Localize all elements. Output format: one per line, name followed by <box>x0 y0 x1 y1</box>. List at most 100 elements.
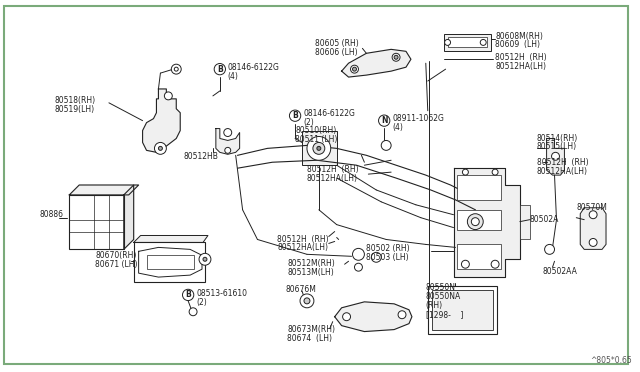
Circle shape <box>467 214 483 230</box>
Bar <box>147 255 194 269</box>
Text: 80512H  (RH): 80512H (RH) <box>307 165 358 174</box>
Text: 80512HA(LH): 80512HA(LH) <box>277 243 328 253</box>
Polygon shape <box>454 168 520 277</box>
Text: 80550NA: 80550NA <box>426 292 461 301</box>
Bar <box>134 243 205 282</box>
Text: 80515(LH): 80515(LH) <box>537 142 577 151</box>
Text: (4): (4) <box>228 72 239 81</box>
Circle shape <box>351 65 358 73</box>
Bar <box>444 33 491 51</box>
Circle shape <box>159 147 163 150</box>
Text: 08911-1062G: 08911-1062G <box>392 114 444 123</box>
Text: [1298-    ]: [1298- ] <box>426 310 463 319</box>
Circle shape <box>398 311 406 319</box>
Polygon shape <box>216 129 239 154</box>
Circle shape <box>381 141 391 150</box>
Text: 80512H  (RH): 80512H (RH) <box>537 158 588 167</box>
Text: 80570M: 80570M <box>576 203 607 212</box>
Text: 80674  (LH): 80674 (LH) <box>287 334 332 343</box>
Text: 80886: 80886 <box>40 210 63 219</box>
Text: 08513-61610: 08513-61610 <box>196 289 247 298</box>
Polygon shape <box>143 89 180 152</box>
Circle shape <box>203 257 207 261</box>
Circle shape <box>224 129 232 137</box>
Bar <box>428 286 497 334</box>
Text: 80512H  (RH): 80512H (RH) <box>277 234 329 244</box>
Bar <box>69 195 124 249</box>
Text: 80512HB: 80512HB <box>183 152 218 161</box>
Text: 80502 (RH): 80502 (RH) <box>366 244 410 253</box>
Circle shape <box>394 55 398 59</box>
Bar <box>458 244 501 269</box>
Text: (RH): (RH) <box>426 301 443 310</box>
Text: 80511 (LH): 80511 (LH) <box>295 135 337 144</box>
Bar <box>520 205 530 240</box>
Circle shape <box>154 142 166 154</box>
Text: 80609  (LH): 80609 (LH) <box>495 41 540 49</box>
Text: 80512M(RH): 80512M(RH) <box>287 259 335 268</box>
Polygon shape <box>342 49 411 77</box>
Text: 08146-6122G: 08146-6122G <box>303 109 355 118</box>
Text: 80670(RH): 80670(RH) <box>95 251 136 260</box>
Text: 80502AA: 80502AA <box>543 267 577 276</box>
Polygon shape <box>69 185 139 195</box>
Text: 80676M: 80676M <box>285 285 316 294</box>
Circle shape <box>313 142 324 154</box>
Text: B: B <box>185 291 191 299</box>
Circle shape <box>552 152 559 160</box>
Text: ^805*0.65: ^805*0.65 <box>590 356 632 365</box>
Text: 08146-6122G: 08146-6122G <box>228 63 280 72</box>
Text: 80606 (LH): 80606 (LH) <box>315 48 358 57</box>
Circle shape <box>371 252 381 262</box>
Text: 80512HA(LH): 80512HA(LH) <box>307 174 358 183</box>
Text: 80512H  (RH): 80512H (RH) <box>495 53 547 62</box>
Bar <box>458 175 501 200</box>
Polygon shape <box>134 235 208 243</box>
Circle shape <box>355 263 362 271</box>
Circle shape <box>445 39 451 45</box>
Circle shape <box>491 260 499 268</box>
Text: 80510(RH): 80510(RH) <box>295 126 337 135</box>
Text: 80512HA(LH): 80512HA(LH) <box>495 62 546 71</box>
Polygon shape <box>124 185 134 249</box>
Bar <box>432 290 493 330</box>
Circle shape <box>461 260 469 268</box>
Polygon shape <box>335 302 412 331</box>
Circle shape <box>471 218 479 225</box>
Circle shape <box>199 253 211 265</box>
Text: 80608M(RH): 80608M(RH) <box>495 32 543 41</box>
Circle shape <box>304 298 310 304</box>
Circle shape <box>353 67 356 71</box>
Text: 80513M(LH): 80513M(LH) <box>287 268 334 277</box>
Circle shape <box>172 64 181 74</box>
Circle shape <box>492 169 498 175</box>
Circle shape <box>353 248 364 260</box>
Text: (4): (4) <box>392 123 403 132</box>
Text: B: B <box>292 111 298 120</box>
Bar <box>302 131 337 165</box>
Circle shape <box>300 294 314 308</box>
Circle shape <box>164 92 172 100</box>
Text: (2): (2) <box>303 118 314 127</box>
Polygon shape <box>547 138 564 175</box>
Circle shape <box>342 313 351 321</box>
Text: 80503 (LH): 80503 (LH) <box>366 253 409 262</box>
Circle shape <box>589 238 597 246</box>
Text: 80550N: 80550N <box>426 283 456 292</box>
Text: 80673M(RH): 80673M(RH) <box>287 325 335 334</box>
Polygon shape <box>580 208 606 249</box>
Text: 80605 (RH): 80605 (RH) <box>315 39 358 48</box>
Circle shape <box>307 137 331 160</box>
Text: N: N <box>381 116 387 125</box>
Circle shape <box>480 39 486 45</box>
Text: B: B <box>217 65 223 74</box>
Text: (2): (2) <box>196 298 207 307</box>
Circle shape <box>463 169 468 175</box>
Bar <box>458 210 501 230</box>
Polygon shape <box>139 247 202 277</box>
Text: 80502A: 80502A <box>530 215 559 224</box>
Circle shape <box>317 147 321 150</box>
Circle shape <box>189 308 197 316</box>
Text: 80519(LH): 80519(LH) <box>54 105 95 114</box>
Text: 80514(RH): 80514(RH) <box>537 134 578 142</box>
